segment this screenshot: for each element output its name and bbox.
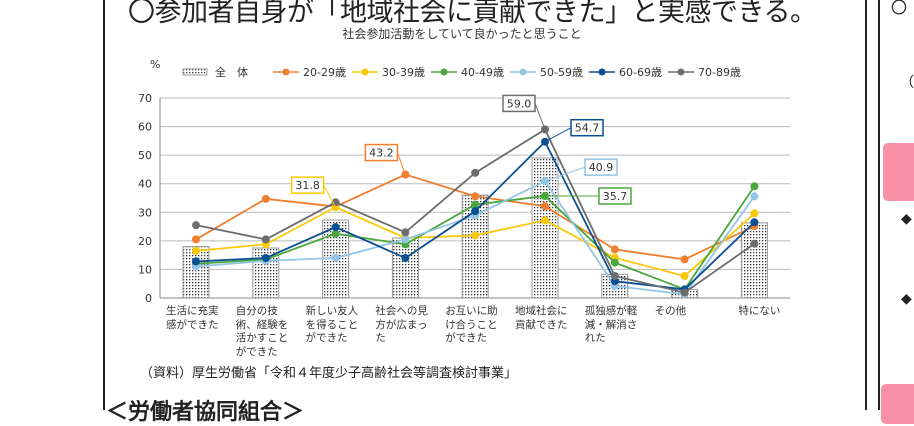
bar-overall xyxy=(740,222,768,299)
data-point xyxy=(750,218,759,227)
data-point xyxy=(261,235,270,244)
page-border-right xyxy=(865,0,867,410)
data-point xyxy=(331,229,340,238)
data-point xyxy=(680,255,689,264)
x-tick-label: 新しい友人 を得ること ができた xyxy=(305,305,359,344)
legend-label: 60-69歳 xyxy=(619,66,662,79)
legend-swatch-overall xyxy=(182,68,208,76)
y-tick-label: 0 xyxy=(145,292,152,305)
data-point xyxy=(750,209,759,218)
x-tick-label: 生活に充実 感ができた xyxy=(166,305,219,331)
data-point xyxy=(610,272,619,280)
legend-label: 全 体 xyxy=(215,65,248,79)
data-point xyxy=(192,235,200,244)
source-note: （資料）厚生労働省「令和４年度少子高齢社会等調査検討事業」 xyxy=(140,366,518,381)
data-point xyxy=(471,192,480,201)
y-tick-label: 30 xyxy=(138,206,152,219)
note-fragment: （※ xyxy=(900,75,914,91)
data-point xyxy=(471,200,480,209)
circle-glyph: 〇 xyxy=(891,0,908,17)
annotation-box xyxy=(584,158,618,176)
x-tick-label: 特にない xyxy=(738,305,781,317)
data-point xyxy=(541,202,549,211)
annotation-label: 35.7 xyxy=(603,190,628,203)
data-point xyxy=(610,258,619,267)
data-point xyxy=(541,216,549,225)
bar-overall xyxy=(182,246,210,299)
data-point xyxy=(680,272,689,280)
x-tick-label: 孤独感が軽 減・解消さ れた xyxy=(584,305,638,344)
y-tick-label: 70 xyxy=(138,92,152,105)
annotation-label: 31.8 xyxy=(295,179,320,192)
legend-label: 70-89歳 xyxy=(698,66,741,79)
data-point xyxy=(261,194,270,203)
data-point xyxy=(471,207,480,216)
data-point xyxy=(192,221,200,230)
annotation-label: 59.0 xyxy=(507,97,532,110)
annotation-label: 43.2 xyxy=(369,147,394,160)
legend-marker xyxy=(361,68,369,76)
legend-marker xyxy=(598,68,606,76)
x-tick-label: 地域社会に 貢献できた xyxy=(515,305,568,331)
data-point xyxy=(331,223,340,232)
x-tick-label: お互いに助 け合うこと ができた xyxy=(445,305,498,344)
data-point xyxy=(471,168,480,177)
data-point xyxy=(401,228,410,237)
page-border-left xyxy=(103,0,105,410)
data-point xyxy=(471,231,480,240)
legend-label: 30-39歳 xyxy=(382,66,425,79)
legend-marker xyxy=(440,68,448,76)
y-tick-label: 20 xyxy=(138,235,152,248)
page-title: 〇参加者自身が「地域社会に貢献できた」と実感できる。 xyxy=(128,0,817,28)
data-point xyxy=(750,182,759,191)
legend-label: 40-49歳 xyxy=(461,66,504,79)
legend-marker xyxy=(677,68,685,76)
annotation-box xyxy=(364,143,399,162)
data-point xyxy=(401,235,410,244)
annotation-label: 54.7 xyxy=(575,122,600,135)
data-point xyxy=(331,254,340,262)
annotation-box xyxy=(502,94,536,113)
y-tick-label: 60 xyxy=(138,121,152,134)
annotation-box xyxy=(598,187,632,205)
data-point xyxy=(261,254,270,262)
y-tick-label: 10 xyxy=(138,263,152,276)
legend-marker xyxy=(519,68,527,76)
annotation-box xyxy=(570,118,604,137)
bullet-icon: ◆ xyxy=(901,291,912,307)
bullet-icon: ◆ xyxy=(901,211,912,227)
data-point xyxy=(401,254,410,262)
y-tick-label: 50 xyxy=(138,149,152,162)
legend-label: 20-29歳 xyxy=(303,66,346,79)
x-tick-label: 自分の技 術、経験を 活かすこと ができた xyxy=(235,305,289,358)
x-tick-label: その他 xyxy=(654,305,687,317)
chart: 0 10 20 30 40 50 60 70% 31.8 43.2 59.0 54.7 40.9 35.7… xyxy=(138,58,790,305)
chart-title: 社会参加活動をしていて良かったと思うこと xyxy=(342,27,582,41)
y-tick-label: 40 xyxy=(138,178,152,191)
pink-heading-box xyxy=(881,384,914,424)
section-heading: ＜労働者協同組合＞ xyxy=(106,400,305,425)
data-point xyxy=(192,257,200,266)
data-point xyxy=(750,192,759,201)
legend-label: 50-59歳 xyxy=(540,66,583,79)
data-point xyxy=(610,245,619,254)
data-point xyxy=(680,288,689,297)
legend-marker xyxy=(282,68,290,76)
data-point xyxy=(192,246,200,255)
panel-border-left xyxy=(878,0,880,410)
pink-heading-box xyxy=(883,143,914,201)
annotation-box xyxy=(290,176,325,194)
data-point xyxy=(750,239,759,248)
x-tick-label: 社会への見 方が広まっ た xyxy=(375,305,428,344)
annotation-label: 40.9 xyxy=(589,161,614,174)
y-axis-label: % xyxy=(150,58,160,71)
